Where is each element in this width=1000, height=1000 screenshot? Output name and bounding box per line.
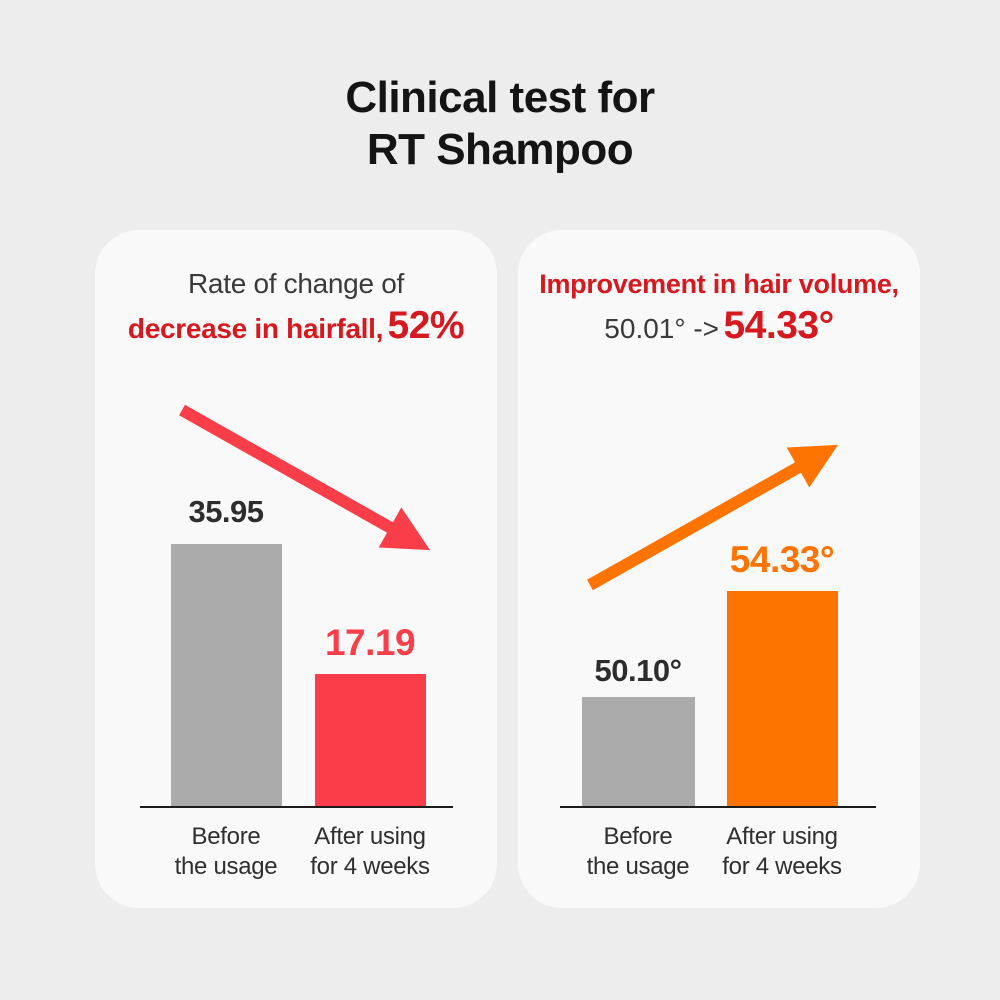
hair-volume-heading-from: 50.01° ->	[604, 313, 720, 344]
hair-volume-chart-heading: Improvement in hair volume, 50.01° -> 54…	[518, 266, 920, 348]
hair-volume-chart-card: Improvement in hair volume, 50.01° -> 54…	[518, 230, 920, 908]
x-axis-line	[560, 806, 876, 808]
downtrend-arrow-icon	[179, 404, 431, 551]
x-label-text: After using	[726, 823, 838, 850]
hairfall-chart-heading: Rate of change of decrease in hairfall, …	[95, 266, 497, 348]
bar-before-usage	[171, 544, 282, 806]
bar-after-usage	[727, 591, 838, 806]
hair-volume-heading-to: 54.33°	[723, 304, 834, 347]
bar-value-after: 17.19	[324, 622, 416, 663]
hairfall-heading-line1: Rate of change of	[188, 268, 404, 299]
bar-after-usage	[315, 674, 426, 806]
x-axis-label-after: After using for 4 weeks	[707, 822, 857, 882]
hairfall-heading-line2: decrease in hairfall, 52%	[95, 304, 497, 348]
x-axis-label-after: After using for 4 weeks	[295, 822, 445, 882]
bar-value-before: 50.10°	[594, 653, 682, 688]
hairfall-heading-text: decrease in hairfall,	[127, 313, 384, 344]
x-label-text: Before	[603, 823, 673, 850]
x-label-text: Before	[191, 823, 261, 850]
hairfall-chart-card: Rate of change of decrease in hairfall, …	[95, 230, 497, 908]
x-label-text: for 4 weeks	[310, 853, 430, 880]
x-label-text: for 4 weeks	[722, 853, 842, 880]
x-axis-line	[140, 806, 453, 808]
hairfall-heading-percentage: 52%	[387, 304, 465, 347]
page-title-line1: Clinical test for	[345, 73, 655, 122]
uptrend-arrow-icon	[587, 444, 839, 591]
hair-volume-heading-line2: 50.01° -> 54.33°	[518, 304, 920, 348]
x-axis-label-before: Before the usage	[563, 822, 713, 882]
bar-value-before: 35.95	[188, 494, 264, 529]
x-label-text: the usage	[174, 853, 278, 880]
x-axis-label-before: Before the usage	[151, 822, 301, 882]
x-label-text: the usage	[586, 853, 690, 880]
bar-before-usage	[582, 697, 695, 806]
page-title-line2: RT Shampoo	[366, 125, 634, 174]
hair-volume-heading-line1: Improvement in hair volume,	[539, 269, 899, 299]
x-label-text: After using	[314, 823, 426, 850]
bar-value-after: 54.33°	[729, 539, 835, 580]
page-title: Clinical test for RT Shampoo	[0, 72, 1000, 176]
